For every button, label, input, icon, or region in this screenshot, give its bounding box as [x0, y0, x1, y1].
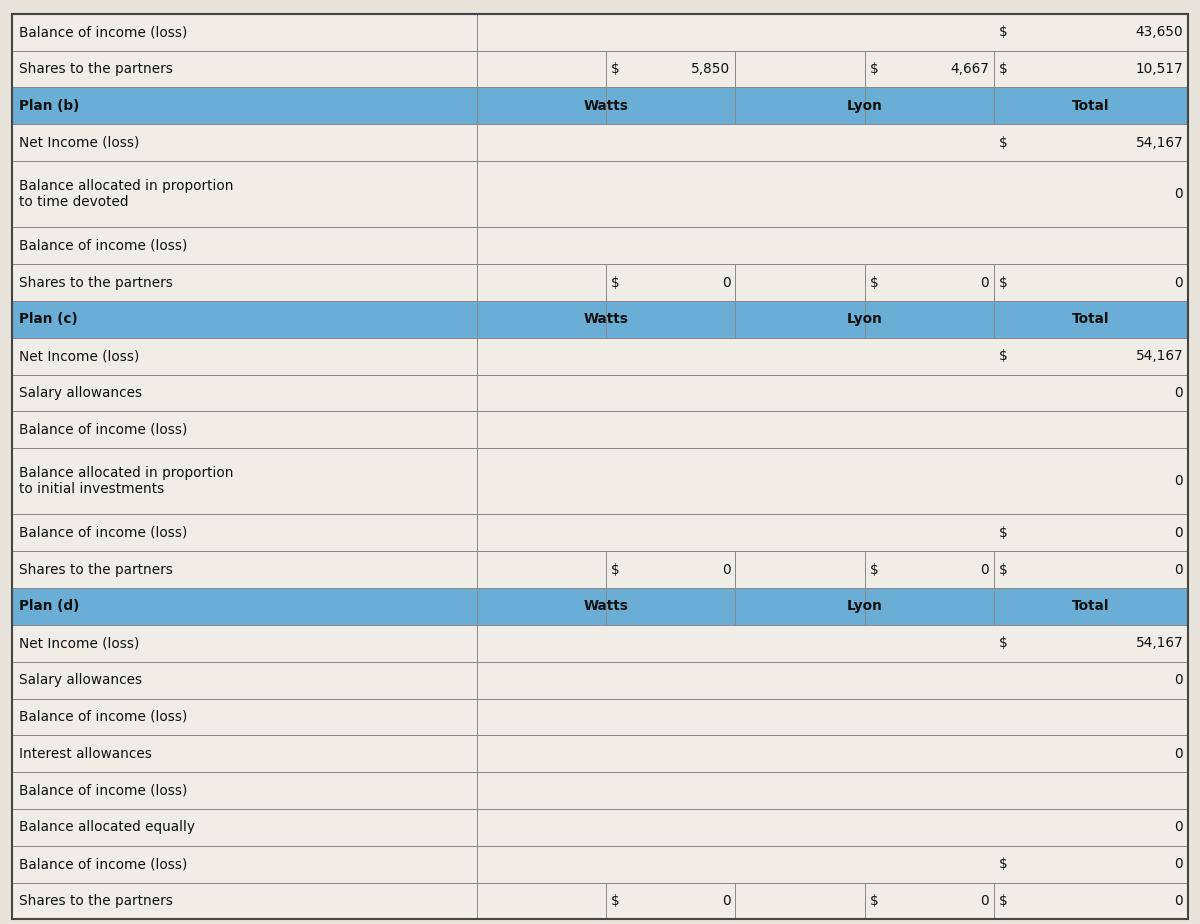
Bar	[12, 699, 1188, 736]
Text: 0: 0	[722, 275, 731, 289]
Text: Total: Total	[1073, 312, 1110, 326]
Text: 0: 0	[1175, 857, 1183, 871]
Text: Net Income (loss): Net Income (loss)	[19, 136, 139, 150]
Text: $: $	[611, 275, 619, 289]
Bar	[12, 411, 1188, 448]
Text: $: $	[611, 894, 619, 908]
Text: 0: 0	[722, 563, 731, 577]
Bar	[12, 374, 1188, 411]
Text: $: $	[870, 894, 878, 908]
Text: Balance of income (loss): Balance of income (loss)	[19, 25, 187, 39]
Text: $: $	[998, 563, 1007, 577]
Text: 10,517: 10,517	[1135, 62, 1183, 76]
Text: $: $	[611, 62, 619, 76]
Text: 0: 0	[1175, 747, 1183, 760]
Text: 0: 0	[1175, 673, 1183, 687]
Text: Balance of income (loss): Balance of income (loss)	[19, 238, 187, 253]
Text: 0: 0	[980, 563, 989, 577]
Bar	[12, 264, 1188, 301]
Text: 0: 0	[1175, 275, 1183, 289]
Bar	[12, 448, 1188, 515]
Bar	[12, 338, 1188, 374]
Text: Balance allocated equally: Balance allocated equally	[19, 821, 196, 834]
Text: 54,167: 54,167	[1135, 637, 1183, 650]
Text: Shares to the partners: Shares to the partners	[19, 275, 173, 289]
Text: 0: 0	[980, 894, 989, 908]
Bar	[12, 736, 1188, 772]
Bar	[12, 51, 1188, 88]
Text: $: $	[998, 526, 1007, 540]
Text: 0: 0	[722, 894, 731, 908]
Bar	[12, 808, 1188, 845]
Text: 0: 0	[1175, 474, 1183, 489]
Text: Watts: Watts	[583, 600, 629, 614]
Text: $: $	[611, 563, 619, 577]
Text: Lyon: Lyon	[847, 312, 882, 326]
Text: Plan (d): Plan (d)	[19, 600, 79, 614]
Text: 0: 0	[1175, 188, 1183, 201]
Text: $: $	[870, 62, 878, 76]
Text: $: $	[998, 857, 1007, 871]
Text: Shares to the partners: Shares to the partners	[19, 563, 173, 577]
Text: Shares to the partners: Shares to the partners	[19, 62, 173, 76]
Text: 0: 0	[1175, 526, 1183, 540]
Text: 54,167: 54,167	[1135, 136, 1183, 150]
Bar	[12, 227, 1188, 264]
Bar	[12, 301, 1188, 338]
Text: Plan (b): Plan (b)	[19, 99, 79, 113]
Text: Plan (c): Plan (c)	[19, 312, 78, 326]
Text: 43,650: 43,650	[1135, 25, 1183, 39]
Text: 0: 0	[1175, 894, 1183, 908]
Bar	[12, 552, 1188, 588]
Bar	[12, 14, 1188, 51]
Text: $: $	[998, 637, 1007, 650]
Bar	[12, 88, 1188, 125]
Bar	[12, 515, 1188, 552]
Text: Balance of income (loss): Balance of income (loss)	[19, 526, 187, 540]
Text: Balance of income (loss): Balance of income (loss)	[19, 784, 187, 797]
Text: Net Income (loss): Net Income (loss)	[19, 637, 139, 650]
Bar	[12, 625, 1188, 662]
Text: $: $	[998, 894, 1007, 908]
Text: $: $	[870, 275, 878, 289]
Text: $: $	[998, 275, 1007, 289]
Text: Lyon: Lyon	[847, 99, 882, 113]
Text: 4,667: 4,667	[950, 62, 989, 76]
Text: $: $	[998, 136, 1007, 150]
Text: 0: 0	[1175, 563, 1183, 577]
Text: Lyon: Lyon	[847, 600, 882, 614]
Text: 0: 0	[1175, 821, 1183, 834]
Text: Balance of income (loss): Balance of income (loss)	[19, 423, 187, 437]
Text: Watts: Watts	[583, 99, 629, 113]
Text: $: $	[870, 563, 878, 577]
Text: $: $	[998, 62, 1007, 76]
Text: Shares to the partners: Shares to the partners	[19, 894, 173, 908]
Text: Total: Total	[1073, 600, 1110, 614]
Text: $: $	[998, 25, 1007, 39]
Bar	[12, 845, 1188, 882]
Text: Total: Total	[1073, 99, 1110, 113]
Text: Watts: Watts	[583, 312, 629, 326]
Text: Balance of income (loss): Balance of income (loss)	[19, 857, 187, 871]
Bar	[12, 772, 1188, 808]
Text: $: $	[998, 349, 1007, 363]
Text: 54,167: 54,167	[1135, 349, 1183, 363]
Bar	[12, 125, 1188, 161]
Text: 0: 0	[980, 275, 989, 289]
Bar	[12, 882, 1188, 919]
Text: 0: 0	[1175, 386, 1183, 400]
Text: Salary allowances: Salary allowances	[19, 386, 143, 400]
Bar	[12, 662, 1188, 699]
Text: Salary allowances: Salary allowances	[19, 673, 143, 687]
Text: Net Income (loss): Net Income (loss)	[19, 349, 139, 363]
Bar	[12, 588, 1188, 625]
Text: Balance allocated in proportion
to time devoted: Balance allocated in proportion to time …	[19, 179, 234, 210]
Text: Balance allocated in proportion
to initial investments: Balance allocated in proportion to initi…	[19, 467, 234, 496]
Text: 5,850: 5,850	[691, 62, 731, 76]
Text: Balance of income (loss): Balance of income (loss)	[19, 710, 187, 723]
Bar	[12, 161, 1188, 227]
Text: Interest allowances: Interest allowances	[19, 747, 152, 760]
